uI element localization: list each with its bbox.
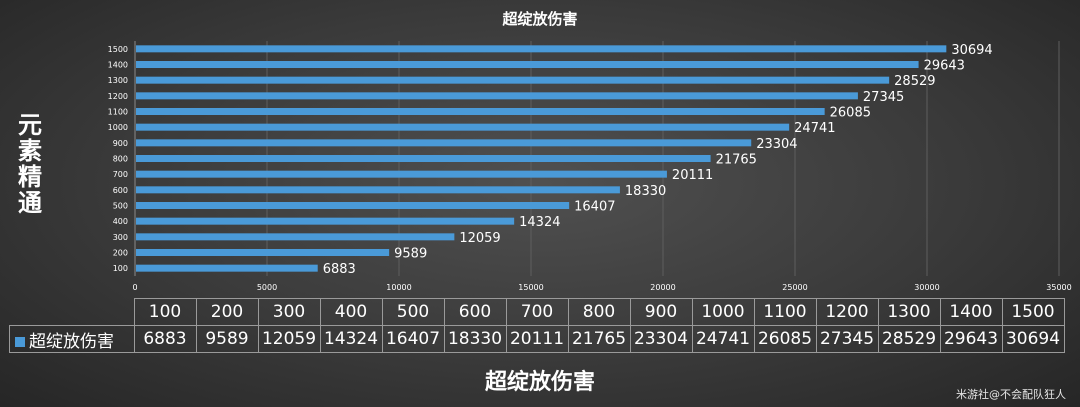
data-table-header-cell: 100	[133, 298, 197, 326]
y-tick-label: 1200	[108, 92, 128, 101]
data-table-series-name: 超绽放伤害	[29, 331, 114, 352]
data-label: 29643	[924, 59, 965, 74]
data-table-value-cell: 30694	[1001, 325, 1065, 353]
bar	[136, 76, 890, 84]
data-table-header-cell: 1000	[691, 298, 755, 326]
legend-key	[15, 336, 25, 347]
y-tick-label: 1300	[108, 76, 128, 85]
data-table-header-cell: 1400	[939, 298, 1003, 326]
bar	[136, 92, 858, 100]
bar	[136, 45, 947, 53]
y-tick-label: 100	[113, 264, 128, 273]
y-tick-label: 1000	[108, 123, 128, 132]
data-label: 14324	[519, 215, 560, 230]
data-table-header-row: 100 200 300 400 500 600 700 800 900 1000 1100 1200 1…	[9, 298, 1065, 326]
data-table-series-cell: 超绽放伤害	[9, 325, 135, 353]
y-tick-label: 700	[113, 170, 128, 179]
data-table-header-cell: 600	[443, 298, 507, 326]
data-table-value-row: 超绽放伤害 6883 9589 12059 14324 16407 18330 20111 2…	[9, 325, 1065, 353]
data-table-value-cell: 26085	[753, 325, 817, 353]
data-table-header-cell: 200	[195, 298, 259, 326]
x-tick-label: 0	[132, 283, 137, 292]
data-table-header-cell: 1200	[815, 298, 879, 326]
bar	[136, 202, 570, 209]
data-table-header-cell: 800	[567, 298, 631, 326]
data-table-value-cell: 20111	[505, 325, 569, 353]
data-table-header-cell: 300	[257, 298, 321, 326]
data-table-value-cell: 12059	[257, 325, 321, 353]
x-tick-label: 20000	[650, 283, 675, 292]
y-axis-label: 元素精通	[18, 111, 42, 217]
data-label: 28529	[894, 74, 935, 89]
watermark: 米游社@不会配队狂人	[956, 388, 1066, 401]
y-tick-label: 300	[113, 233, 128, 242]
y-tick-label: 400	[113, 217, 128, 226]
x-tick-label: 15000	[518, 283, 543, 292]
data-label: 16407	[574, 200, 615, 215]
data-table-value-cell: 28529	[877, 325, 941, 353]
bar	[136, 139, 752, 147]
data-table-header-cell: 500	[381, 298, 445, 326]
data-label: 24741	[794, 121, 835, 136]
data-table-value-cell: 18330	[443, 325, 507, 353]
data-table-value-cell: 14324	[319, 325, 383, 353]
bar	[136, 170, 667, 178]
data-label: 27345	[863, 90, 904, 105]
x-tick-label: 35000	[1046, 283, 1071, 292]
data-table-header-cell: 900	[629, 298, 693, 326]
y-tick-label: 500	[113, 202, 128, 211]
data-table-header-cell: 700	[505, 298, 569, 326]
data-table-header-cell: 1500	[1001, 298, 1065, 326]
bar	[136, 186, 620, 194]
y-tick-label: 1100	[108, 108, 128, 117]
bar	[136, 61, 919, 68]
x-tick-label: 30000	[914, 283, 939, 292]
data-table-value-cell: 23304	[629, 325, 693, 353]
data-table-value-cell: 24741	[691, 325, 755, 353]
y-tick-label: 1500	[108, 45, 128, 54]
bar	[136, 217, 515, 225]
data-table-header-cell: 400	[319, 298, 383, 326]
data-table-value-cell: 16407	[381, 325, 445, 353]
data-label: 18330	[625, 184, 666, 199]
data-table-corner	[9, 298, 135, 326]
bar	[136, 249, 390, 256]
data-table-value-cell: 29643	[939, 325, 1003, 353]
data-label: 9589	[394, 247, 427, 262]
data-table-value-cell: 6883	[133, 325, 197, 353]
chart-title: 超绽放伤害	[502, 10, 578, 28]
y-tick-label: 600	[113, 186, 128, 195]
bar	[136, 264, 318, 272]
data-table-header-cell: 1300	[877, 298, 941, 326]
data-label: 12059	[459, 231, 500, 246]
bar	[136, 108, 825, 115]
bar	[136, 123, 790, 131]
bar	[136, 155, 711, 162]
data-label: 26085	[830, 106, 871, 121]
x-tick-label: 10000	[386, 283, 411, 292]
y-tick-label: 900	[113, 139, 128, 148]
data-table-header-cell: 1100	[753, 298, 817, 326]
x-tick-label: 25000	[782, 283, 807, 292]
data-label: 6883	[323, 262, 356, 277]
data-table: 100 200 300 400 500 600 700 800 900 1000 1100 1200 1…	[9, 298, 1065, 353]
data-table-value-cell: 27345	[815, 325, 879, 353]
data-table-value-cell: 21765	[567, 325, 631, 353]
data-label: 20111	[672, 168, 713, 183]
data-label: 23304	[756, 137, 797, 152]
x-tick-label: 5000	[257, 283, 277, 292]
y-tick-label: 200	[113, 249, 128, 258]
data-label: 21765	[716, 153, 757, 168]
y-tick-label: 1400	[108, 61, 128, 70]
bar	[136, 233, 455, 241]
x-axis-label: 超绽放伤害	[484, 370, 595, 395]
y-tick-label: 800	[113, 155, 128, 164]
data-label: 30694	[951, 43, 992, 58]
data-table-value-cell: 9589	[195, 325, 259, 353]
